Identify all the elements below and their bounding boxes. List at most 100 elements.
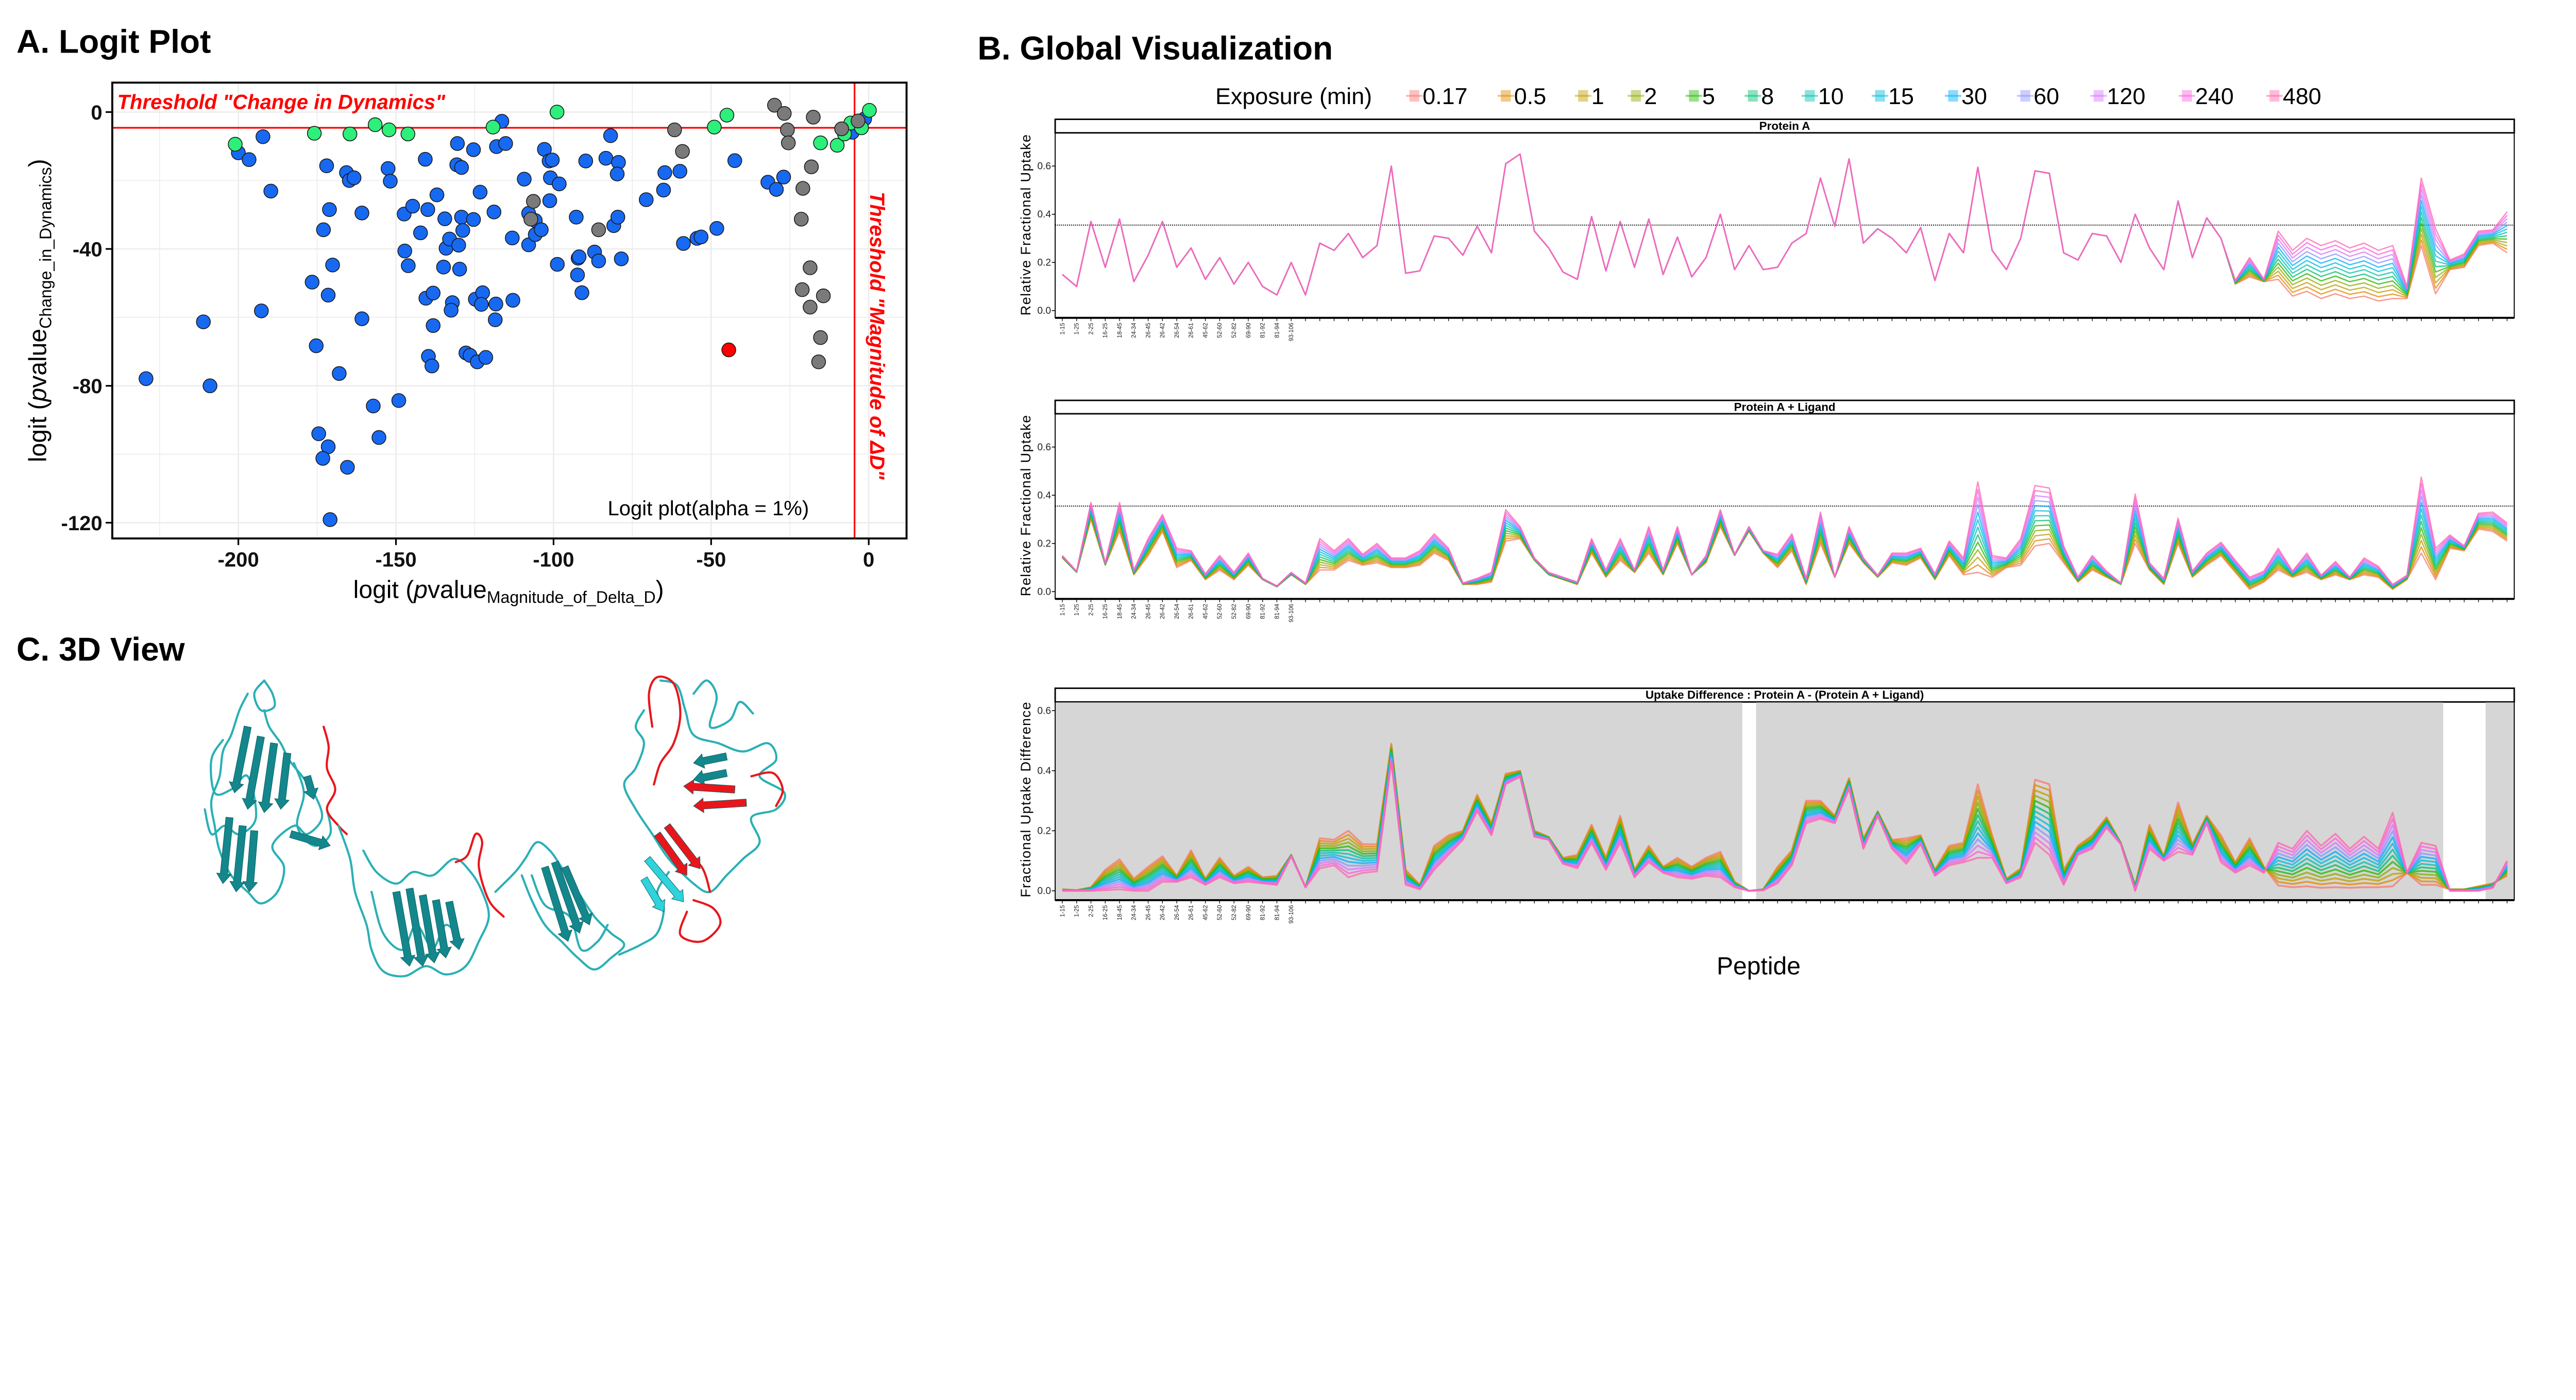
peptide-label: 16-25: [1103, 905, 1109, 920]
peptide-label: 52-60: [1217, 604, 1223, 619]
data-point: [426, 318, 440, 333]
protein-3d-structure: [204, 676, 786, 977]
panel-a-title: A. Logit Plot: [16, 23, 211, 60]
data-point: [603, 128, 618, 143]
series-line-480: [1062, 476, 2508, 587]
peptide-label: 45-62: [1202, 604, 1209, 619]
peptide-label: 18-45: [1117, 905, 1123, 920]
significance-shade: [1227, 702, 1242, 900]
significance-shade: [1413, 702, 1428, 900]
data-point: [571, 249, 587, 264]
peptide-label: 1-15: [1060, 604, 1066, 616]
significance-shade: [2214, 702, 2229, 900]
legend-swatch: [1578, 90, 1588, 102]
facet-title: Protein A: [1759, 120, 1810, 132]
significance-shade: [1956, 702, 1972, 900]
significance-shade: [1613, 702, 1628, 900]
legend-swatch: [2182, 90, 2192, 102]
legend-title: Exposure (min): [1215, 83, 1372, 109]
data-point: [346, 170, 362, 185]
data-point: [767, 97, 782, 113]
data-point: [437, 211, 452, 226]
data-point: [202, 378, 217, 394]
data-point: [534, 222, 549, 238]
data-point: [656, 182, 671, 198]
peptide-label: 1-15: [1060, 905, 1066, 917]
data-point: [320, 288, 336, 303]
threshold-magnitude-label: Threshold "Magnitude of ΔD": [866, 192, 888, 480]
significance-shade: [1541, 702, 1556, 900]
data-point: [657, 165, 672, 180]
data-point: [383, 174, 398, 189]
data-point: [486, 205, 502, 220]
data-point: [829, 138, 845, 153]
data-point: [609, 166, 625, 181]
peptide-label: 81-94: [1274, 905, 1280, 920]
data-point: [340, 460, 355, 475]
beta-strand: [561, 865, 593, 925]
legend-label: 120: [2107, 83, 2145, 109]
data-point: [380, 161, 396, 176]
y-axis-title-value: value: [24, 329, 52, 388]
peptide-label: 26-54: [1174, 603, 1180, 619]
legend-label: 2: [1644, 83, 1657, 109]
data-point: [813, 330, 828, 345]
panel-c-title: C. 3D View: [16, 631, 185, 668]
loop: [618, 871, 670, 956]
data-point: [707, 120, 722, 134]
legend-label: 8: [1761, 83, 1774, 109]
legend-swatch: [1748, 90, 1758, 102]
data-point: [418, 151, 433, 167]
facet-strip: [1054, 687, 2515, 703]
peptide-label: 45-62: [1202, 323, 1209, 338]
facet-title: Protein A + Ligand: [1734, 401, 1836, 414]
data-point: [523, 212, 538, 227]
data-point: [598, 150, 614, 166]
data-point: [550, 257, 565, 272]
data-point: [719, 108, 735, 123]
significance-shade: [1055, 702, 1070, 900]
beta-strand: [242, 735, 265, 810]
peptide-label: 24-34: [1131, 905, 1138, 920]
data-point: [675, 144, 690, 159]
significance-shade: [1985, 702, 2000, 900]
data-point: [342, 126, 358, 142]
beta-strand: [541, 866, 573, 942]
peptide-label: 26-61: [1189, 323, 1195, 338]
series-line-480: [1062, 153, 2508, 296]
data-point: [256, 129, 270, 144]
legend-label: 240: [2195, 83, 2234, 109]
significance-shade: [1126, 702, 1142, 900]
data-point: [196, 314, 211, 329]
data-point: [466, 142, 481, 157]
data-point: [591, 222, 606, 238]
peptide-label: 26-61: [1189, 905, 1195, 920]
x-tick-label: -150: [375, 548, 416, 571]
beta-strand: [274, 752, 292, 810]
peptide-label: 1-25: [1074, 323, 1080, 334]
peptide-label: 1-15: [1060, 323, 1066, 334]
data-point: [371, 430, 386, 445]
peptide-label: 26-42: [1160, 905, 1166, 920]
beta-strand: [216, 817, 234, 884]
loop: [623, 679, 786, 893]
peptide-label: 45-62: [1202, 905, 1209, 920]
legend-swatch: [1689, 90, 1699, 102]
peptide-label: 52-60: [1217, 323, 1223, 338]
loop: [530, 874, 609, 952]
y-tick-label: 0.2: [1037, 538, 1051, 549]
significance-shade: [1942, 702, 1957, 900]
alpha-annotation: Logit plot(alpha = 1%): [607, 497, 809, 520]
plot-frame: [111, 81, 908, 539]
global-visualization: Protein A 0.0 0.2 0.4 0.6 1-15 1-25 2-25 16-25 18…: [1037, 119, 2515, 923]
significance-shade: [1899, 702, 1914, 900]
data-point: [401, 258, 416, 273]
loop: [494, 841, 625, 971]
data-point: [228, 137, 243, 152]
beta-strand: [242, 830, 259, 892]
highlighted-loop: [750, 771, 784, 807]
data-point: [322, 202, 337, 217]
legend-swatch: [1948, 90, 1958, 102]
significance-shade: [2242, 702, 2258, 900]
data-point: [851, 113, 866, 129]
